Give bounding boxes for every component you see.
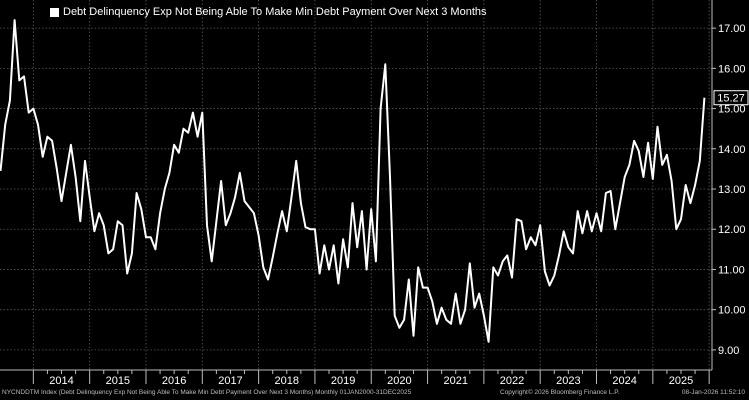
x-axis-ticks: 2014 2015 2016 2017 2018 2019 2020 2021 2022 2023… bbox=[0, 369, 712, 387]
x-tick-label: 2022 bbox=[500, 375, 524, 387]
x-tick-label: 2025 bbox=[669, 375, 693, 387]
legend-label: Debt Delinquency Exp Not Being Able To M… bbox=[63, 6, 487, 18]
y-tick-label: 10.00 bbox=[718, 305, 746, 317]
x-tick-label: 2014 bbox=[49, 375, 73, 387]
y-tick-label: 9.00 bbox=[718, 345, 739, 357]
y-tick-label: 16.00 bbox=[718, 63, 746, 75]
x-tick-label: 2024 bbox=[612, 375, 636, 387]
y-tick-label: 15.00 bbox=[718, 104, 746, 116]
x-tick-label: 2023 bbox=[556, 375, 580, 387]
x-tick-label: 2018 bbox=[275, 375, 299, 387]
x-tick-label: 2016 bbox=[162, 375, 186, 387]
footer-description: NYCNDDTM Index (Debt Delinquency Exp Not… bbox=[2, 389, 412, 396]
footer-copyright: Copyright© 2026 Bloomberg Finance L.P. bbox=[500, 389, 620, 396]
x-tick-label: 2017 bbox=[218, 375, 242, 387]
y-tick-label: 17.00 bbox=[718, 23, 746, 35]
x-tick-label: 2021 bbox=[443, 375, 467, 387]
gridlines bbox=[0, 0, 712, 370]
series-line bbox=[0, 19, 706, 343]
x-tick-label: 2020 bbox=[387, 375, 411, 387]
x-tick-label: 2019 bbox=[331, 375, 355, 387]
y-tick-label: 12.00 bbox=[718, 224, 746, 236]
y-axis-ticks: 9.00 10.00 11.00 12.00 13.00 14.00 15.00 16.00 1… bbox=[711, 0, 746, 370]
last-value-label: 15.27 bbox=[717, 93, 745, 105]
legend-swatch bbox=[50, 7, 59, 17]
y-tick-label: 14.00 bbox=[718, 144, 746, 156]
legend: Debt Delinquency Exp Not Being Able To M… bbox=[50, 6, 487, 18]
last-value-box bbox=[713, 90, 749, 106]
y-tick-label: 13.00 bbox=[718, 184, 746, 196]
y-tick-label: 11.00 bbox=[718, 264, 745, 276]
footer-timestamp: 08-Jan-2026 11:52:10 bbox=[681, 389, 745, 396]
x-tick-label: 2015 bbox=[106, 375, 130, 387]
series-line-group: 15.27 bbox=[0, 19, 749, 343]
